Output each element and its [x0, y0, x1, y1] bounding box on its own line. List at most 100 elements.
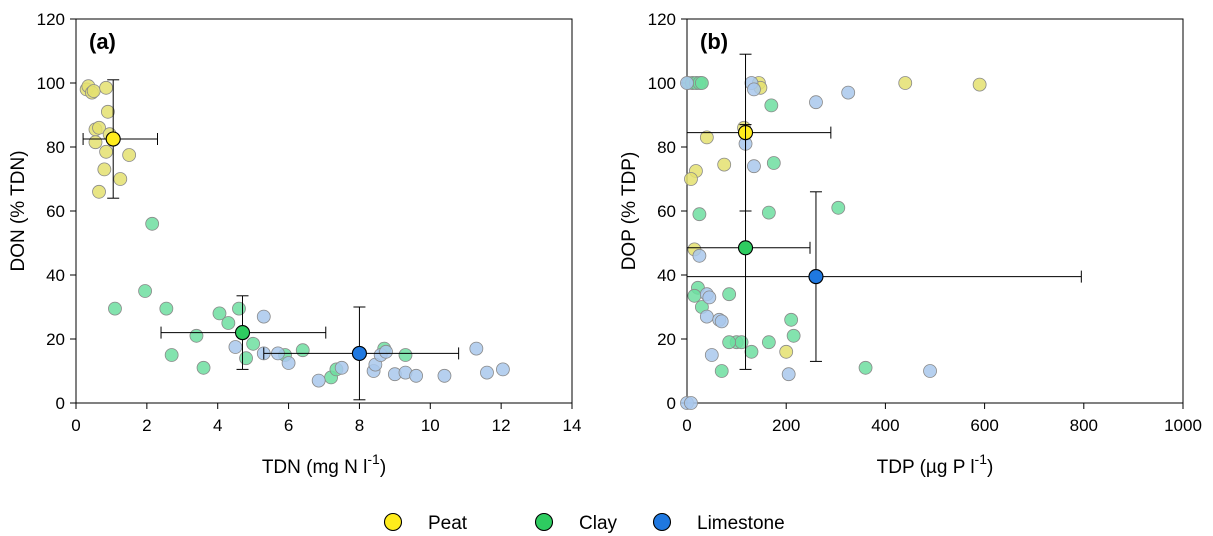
- panel-label: (b): [700, 29, 728, 54]
- data-point-peat: [100, 104, 115, 119]
- data-point-limestone: [311, 373, 326, 388]
- data-point-peat: [699, 130, 714, 145]
- data-point-limestone: [469, 341, 484, 356]
- legend-label: Limestone: [697, 513, 785, 534]
- legend-marker: [383, 512, 403, 532]
- legend-marker: [652, 512, 672, 532]
- data-point-limestone: [699, 309, 714, 324]
- data-point-peat: [898, 76, 913, 90]
- legend-marker: [534, 512, 554, 532]
- x-tick-label: 1000: [1164, 416, 1202, 435]
- x-tick-label: 10: [421, 416, 440, 435]
- data-point-clay: [786, 328, 801, 343]
- y-tick-label: 80: [46, 138, 65, 157]
- y-tick-label: 120: [37, 10, 65, 29]
- x-tick-label: 400: [871, 416, 899, 435]
- y-tick-label: 20: [46, 330, 65, 349]
- data-point-limestone: [809, 95, 823, 110]
- plot-frame: [75, 18, 573, 404]
- data-point-limestone: [747, 82, 761, 97]
- data-point-limestone: [437, 368, 452, 383]
- data-point-limestone: [228, 340, 243, 354]
- x-tick-label: 6: [284, 416, 293, 435]
- data-point-clay: [239, 351, 253, 366]
- y-tick-label: 0: [667, 394, 676, 413]
- data-point-clay: [831, 200, 846, 215]
- y-tick-label: 100: [648, 74, 676, 93]
- x-tick-label: 14: [563, 416, 582, 435]
- data-point-peat: [88, 135, 103, 150]
- data-point-clay: [212, 306, 227, 321]
- y-tick-label: 20: [657, 330, 676, 349]
- data-point-clay: [692, 207, 707, 222]
- y-tick-label: 40: [46, 266, 65, 285]
- data-point-clay: [722, 335, 737, 350]
- legend: Peat Clay Limestone: [383, 512, 785, 534]
- x-tick-label: 8: [355, 416, 364, 435]
- data-point-limestone: [841, 85, 856, 100]
- data-point-clay: [687, 288, 702, 303]
- data-point-limestone: [379, 344, 393, 359]
- data-point-limestone: [256, 309, 271, 324]
- y-tick-label: 60: [46, 202, 65, 221]
- data-point-peat: [92, 120, 106, 135]
- data-point-peat: [684, 172, 698, 186]
- data-point-limestone: [684, 396, 698, 410]
- data-point-peat: [779, 344, 794, 359]
- x-tick-label: 600: [970, 416, 998, 435]
- x-tick-label: 0: [71, 416, 80, 435]
- data-point-clay: [764, 98, 779, 113]
- data-point-limestone: [680, 76, 694, 90]
- y-tick-label: 120: [648, 10, 676, 29]
- y-tick-label: 60: [657, 202, 676, 221]
- panel-label: (a): [89, 29, 116, 54]
- x-tick-label: 800: [1070, 416, 1098, 435]
- data-point-limestone: [747, 159, 761, 174]
- data-point-clay: [722, 287, 737, 302]
- mean-marker-clay: [737, 240, 754, 256]
- y-axis-label: DON (% TDN): [8, 150, 29, 271]
- data-point-clay: [761, 335, 776, 350]
- y-tick-label: 100: [37, 74, 65, 93]
- data-point-peat: [99, 80, 114, 95]
- data-point-clay: [398, 348, 413, 362]
- data-point-clay: [164, 348, 179, 362]
- y-axis-label: DOP (% TDP): [619, 152, 640, 271]
- data-point-limestone: [496, 362, 510, 377]
- data-point-clay: [744, 344, 759, 359]
- data-point-clay: [232, 301, 246, 316]
- x-tick-label: 200: [772, 416, 800, 435]
- data-point-clay: [766, 156, 781, 170]
- panel-b: 0 200 400 600 800 1000 0 20 40 60 80 100 120 TDP (µg …: [619, 10, 1202, 478]
- data-point-clay: [694, 76, 709, 90]
- data-point-clay: [138, 284, 152, 298]
- panel-a: 0 2 4 6 8 10 12 14 0 20 40 60 80 100 120 TDN (mg N l-1)…: [8, 10, 581, 478]
- data-point-limestone: [334, 360, 349, 375]
- data-point-limestone: [702, 290, 717, 305]
- data-point-clay: [784, 312, 799, 327]
- y-tick-label: 40: [657, 266, 676, 285]
- x-tick-label: 4: [213, 416, 222, 435]
- legend-label: Peat: [428, 513, 468, 534]
- legend-item-limestone: Limestone: [652, 512, 785, 534]
- data-point-limestone: [781, 367, 796, 382]
- data-point-clay: [761, 205, 776, 220]
- data-point-limestone: [714, 314, 729, 329]
- data-point-limestone: [409, 368, 424, 383]
- data-point-clay: [159, 301, 174, 316]
- mean-marker-limestone: [351, 345, 367, 361]
- data-point-clay: [189, 328, 204, 343]
- data-point-peat: [717, 157, 732, 172]
- data-point-clay: [145, 216, 160, 231]
- data-point-peat: [113, 172, 128, 186]
- mean-marker-clay: [234, 325, 251, 341]
- data-point-limestone: [692, 248, 707, 263]
- x-axis-label: TDP (µg P l-1): [877, 451, 994, 478]
- x-tick-label: 2: [142, 416, 151, 435]
- mean-marker-peat: [105, 131, 121, 147]
- data-point-clay: [295, 343, 310, 358]
- legend-item-clay: Clay: [534, 512, 618, 534]
- data-point-peat: [86, 84, 101, 98]
- data-point-clay: [246, 336, 261, 351]
